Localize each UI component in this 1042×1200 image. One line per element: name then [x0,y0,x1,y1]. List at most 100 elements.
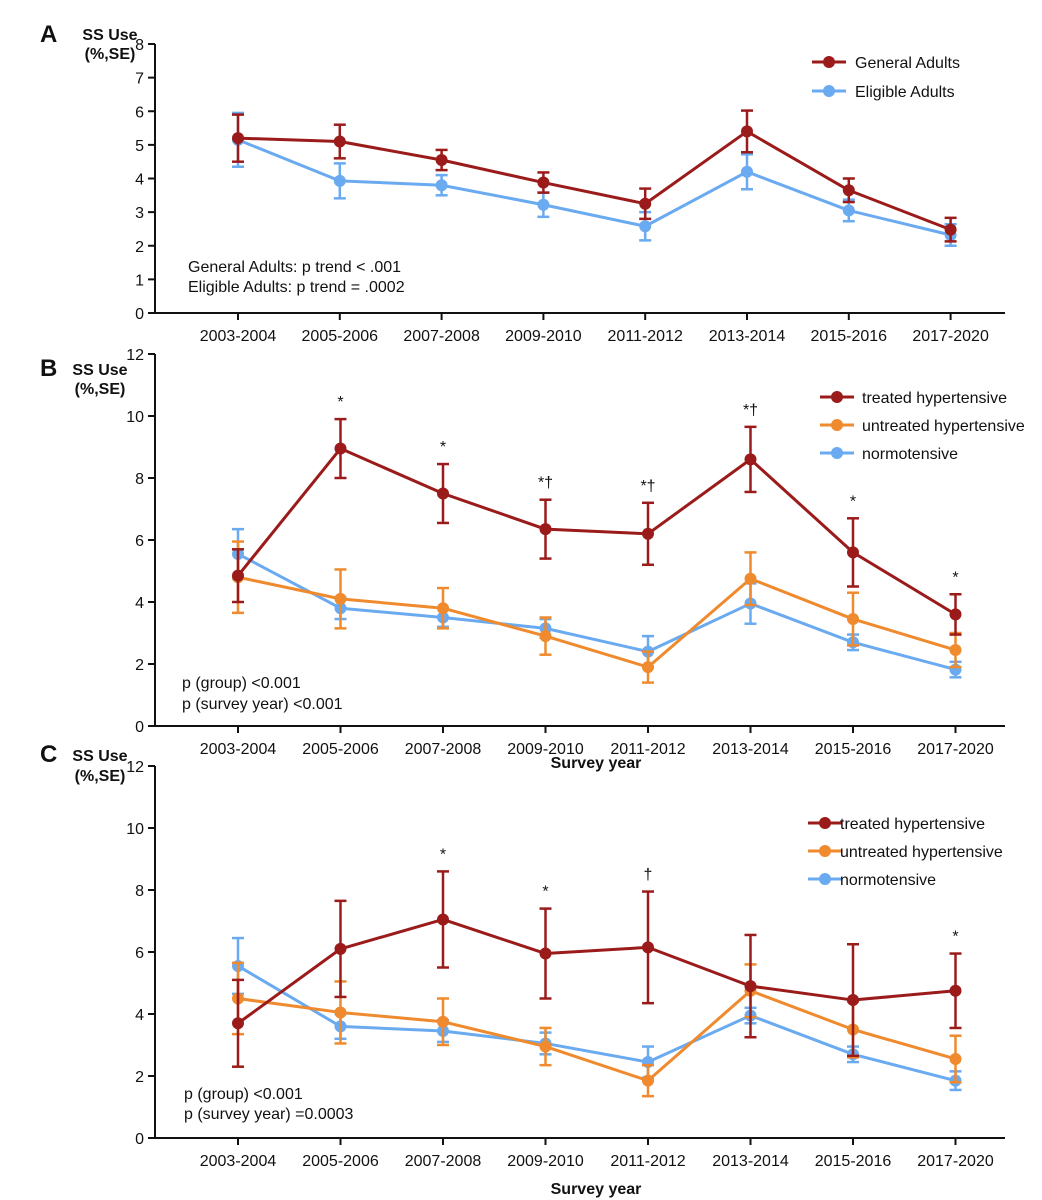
panel-a-y-tick-label: 3 [135,205,144,222]
panel-c-significance-marker: * [440,846,446,863]
panel-c-x-tick-label: 2005-2006 [302,1153,379,1170]
panel-c-marks: * * † * [232,846,962,1098]
legend-item-normotensive: normotensive [808,872,936,889]
legend-marker-eligible-adults [823,85,835,97]
panel-c-legend: treated hypertensive untreated hypertens… [808,816,1003,889]
panel-b-untreated-hypertensive-point [744,572,757,585]
panel-a-x-tick-label: 2017-2020 [912,328,989,345]
panel-b-axes: 0 2 4 6 8 10 12 2003-2004 2005-2006 2007-2008 2009… [126,347,1005,758]
legend-label-normotensive: normotensive [840,872,936,889]
panel-b-letter: B [40,355,57,382]
panel-b-y-tick-label: 10 [126,409,144,426]
panel-a-x-tick-label: 2015-2016 [811,328,888,345]
panel-c-untreated-hypertensive-point [642,1074,654,1087]
panel-a-x-tick-label: 2005-2006 [302,328,379,345]
panel-a-eligible-adults-point [435,179,448,192]
legend-label-treated-hypertensive: treated hypertensive [840,816,985,833]
panel-b-treated-hypertensive-point [437,487,449,500]
panel-c-y-tick-label: 0 [135,1131,144,1148]
legend-item-general-adults: General Adults [812,55,960,72]
panel-c-x-tick-label: 2013-2014 [712,1153,789,1170]
legend-marker-untreated-hypertensive [831,419,843,431]
panel-b-marks: * * *† *† *† * * [232,394,962,684]
panel-a-y-tick-label: 2 [135,239,144,256]
panel-c-significance-marker: * [952,929,958,946]
panel-a-axes: 0 1 2 3 4 5 6 7 8 2003-2004 2005-2006 2007-2008 2009… [135,37,1005,345]
panel-a-general-adults-line [237,129,952,232]
panel-b-x-tick-label: 2003-2004 [200,741,277,758]
panel-c-treated-hypertensive-line [237,917,956,1025]
legend-label-untreated-hypertensive: untreated hypertensive [862,418,1025,435]
panel-b-untreated-hypertensive-point [437,602,449,615]
panel-a-x-tick-label: 2009-2010 [505,328,582,345]
panel-a-note-eligible-adults: Eligible Adults: p trend = .0002 [188,279,405,296]
legend-item-treated-hypertensive: treated hypertensive [808,816,985,833]
panel-c-treated-hypertensive-point [232,1017,244,1030]
panel-c-y-tick-label: 6 [135,945,144,962]
panel-c-untreated-hypertensive-line [237,989,956,1083]
panel-b-untreated-hypertensive-point [642,661,654,674]
panel-c-axes: 0 2 4 6 8 10 12 2003-2004 2005-2006 2007-2008 2009… [126,759,1005,1170]
panel-b-treated-hypertensive-point [642,527,654,540]
panel-b-significance-marker: *† [538,475,553,492]
legend-item-normotensive: normotensive [820,446,958,463]
panel-a-eligible-adults-series [232,111,957,247]
panel-b-note-survey-year: p (survey year) <0.001 [182,696,343,713]
panel-b-treated-hypertensive-point [232,569,244,582]
panel-c-note-survey-year: p (survey year) =0.0003 [184,1106,354,1123]
panel-c-xlabel: Survey year [551,1181,642,1198]
panel-a-eligible-adults-point [842,204,855,217]
panel-c-treated-hypertensive-point [642,941,654,954]
legend-marker-normotensive [819,873,831,885]
panel-a-note-general-adults: General Adults: p trend < .001 [188,259,401,276]
panel-b-ylabel-line1: SS Use [72,362,127,379]
panel-b-x-tick-label: 2007-2008 [405,741,482,758]
panel-c-treated-hypertensive-point [847,994,859,1007]
panel-b-x-tick-label: 2011-2012 [610,741,685,758]
panel-a-eligible-adults-point [537,198,550,211]
legend-label-eligible-adults: Eligible Adults [855,84,955,101]
panel-b-y-tick-label: 2 [135,657,144,674]
legend-label-treated-hypertensive: treated hypertensive [862,390,1007,407]
panel-a-y-tick-label: 7 [135,71,144,88]
legend-label-normotensive: normotensive [862,446,958,463]
panel-c-x-tick-label: 2011-2012 [610,1153,685,1170]
panel-a-general-adults-point [741,125,753,138]
panel-a-ylabel-line1: SS Use [82,27,137,44]
panel-b-significance-marker: * [440,439,446,456]
panel-b-normotensive-line [237,552,956,672]
legend-item-treated-hypertensive: treated hypertensive [820,390,1007,407]
panel-a-y-tick-label: 1 [135,272,144,289]
panel-a-general-adults-series [232,109,957,243]
panel-c-untreated-hypertensive-point [539,1040,552,1053]
panel-a-y-tick-label: 8 [135,37,144,54]
legend-marker-normotensive [831,447,843,459]
panel-c-ylabel-line1: SS Use [72,748,127,765]
legend-item-untreated-hypertensive: untreated hypertensive [820,418,1025,435]
panel-b-treated-hypertensive-point [847,546,859,559]
panel-b-treated-hypertensive-point [744,453,757,466]
panel-a: A SS Use (%,SE) 0 1 2 3 4 5 6 7 8 2003-2004 2005-2… [40,21,1005,345]
panel-b-y-tick-label: 12 [126,347,144,364]
panel-c-y-tick-label: 2 [135,1069,144,1086]
panel-b-untreated-hypertensive-point [334,592,347,605]
panel-b-significance-marker: * [952,569,958,586]
panel-c-significance-marker: * [542,884,548,901]
panel-c-untreated-hypertensive-point [334,1006,347,1019]
panel-c-normotensive-line [237,964,956,1083]
panel-c-treated-hypertensive-point [539,947,552,960]
panel-a-eligible-adults-line [237,138,951,237]
legend-marker-treated-hypertensive [831,391,843,403]
panel-b-y-tick-label: 4 [135,595,144,612]
panel-a-y-tick-label: 6 [135,104,144,121]
panel-b-significance-marker: * [850,493,856,510]
panel-b-treated-hypertensive-point [539,523,552,536]
panel-a-ylabel-line2: (%,SE) [85,46,136,63]
panel-a-general-adults-point [537,176,550,189]
panel-c-significance-marker: † [644,867,653,884]
panel-b-treated-hypertensive-line [236,447,957,616]
panel-b-y-tick-label: 8 [135,471,144,488]
panel-b-untreated-hypertensive-line [237,575,956,669]
panel-b-treated-hypertensive-point [334,442,347,455]
